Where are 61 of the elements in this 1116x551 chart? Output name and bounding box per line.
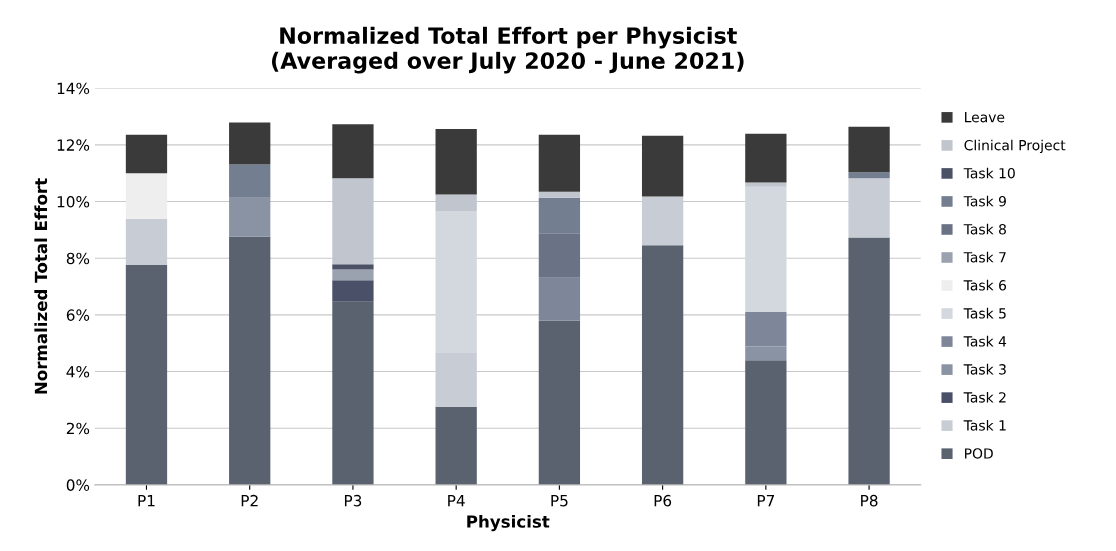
bar <box>745 312 787 347</box>
x-tick-label: P7 <box>757 495 775 507</box>
bar <box>229 197 271 237</box>
bar <box>332 264 374 270</box>
y-tick-label: 0% <box>66 479 90 491</box>
bar <box>125 264 168 485</box>
legend-label: Leave <box>965 112 1005 123</box>
bar <box>332 124 374 179</box>
bar <box>538 320 581 485</box>
bar <box>641 135 684 197</box>
legend-label: Task 4 <box>963 335 1007 347</box>
x-tick-label: P1 <box>138 495 155 507</box>
x-tick-label: P5 <box>551 495 568 507</box>
bar <box>332 269 374 281</box>
legend-label: Task 7 <box>963 251 1006 263</box>
bar <box>538 191 581 198</box>
y-tick-label: 8% <box>66 252 90 265</box>
bar <box>435 406 477 485</box>
bar <box>538 277 581 321</box>
legend-label: Task 8 <box>963 223 1006 235</box>
x-tick-label: P2 <box>241 494 258 507</box>
y-tick-label: 12% <box>57 139 90 151</box>
y-axis-title: Normalized Total Effort <box>34 178 48 394</box>
bar <box>125 173 168 219</box>
y-tick-label: 10% <box>57 195 90 208</box>
bar <box>745 133 787 183</box>
legend-label: Task 1 <box>963 419 1006 431</box>
bar <box>641 245 684 485</box>
bar <box>848 126 890 173</box>
bar <box>332 301 374 485</box>
y-tick-label: 2% <box>66 422 90 435</box>
bar <box>229 164 271 198</box>
bar <box>332 280 374 302</box>
chart-title: Normalized Total Effort per Physicist (Averaged over July 2020 - June 2021) <box>271 26 744 74</box>
x-tick-label: P8 <box>861 494 878 507</box>
bar <box>848 237 890 485</box>
legend-label: Task 3 <box>963 363 1006 375</box>
legend-label: Clinical Project <box>964 139 1066 154</box>
bar <box>745 346 787 361</box>
legend-label: POD <box>965 448 993 459</box>
legend-label: Task 6 <box>963 279 1007 291</box>
bar <box>848 172 890 179</box>
legend-label: Task 5 <box>963 307 1006 319</box>
y-tick-label: 6% <box>66 309 90 321</box>
bar <box>435 128 477 195</box>
bar <box>538 134 581 192</box>
bar <box>125 134 168 174</box>
legend-label: Task 9 <box>963 195 1006 207</box>
bar <box>229 122 271 165</box>
legend-label: Task 2 <box>963 391 1006 403</box>
x-tick-label: P3 <box>344 494 362 507</box>
y-tick-label: 14% <box>57 82 90 95</box>
x-axis-title: Physicist <box>467 514 550 532</box>
legend-label: Task 10 <box>963 167 1015 179</box>
bar <box>745 182 787 187</box>
bar <box>745 360 787 485</box>
bar <box>229 236 271 485</box>
bar <box>745 186 787 313</box>
x-tick-label: P4 <box>448 495 465 507</box>
y-tick-label: 4% <box>66 366 90 378</box>
x-tick-label: P6 <box>654 494 672 507</box>
